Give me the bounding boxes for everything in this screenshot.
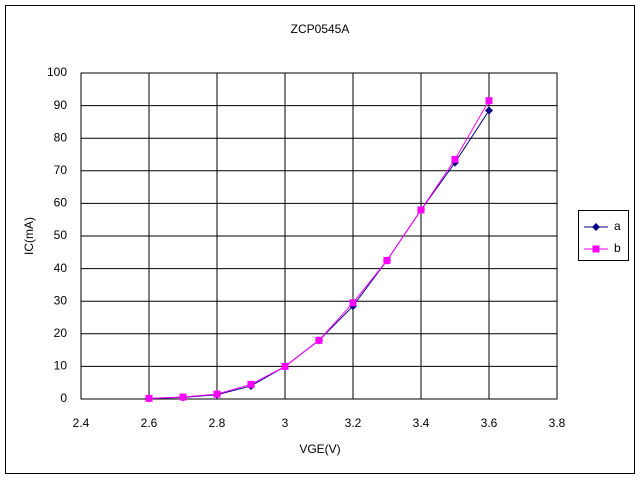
data-point: [281, 362, 289, 370]
data-point: [213, 390, 221, 398]
x-tick-label: 3.4: [413, 416, 430, 430]
data-point: [179, 393, 187, 401]
y-tick-label: 0: [60, 391, 67, 405]
y-tick-label: 20: [54, 326, 68, 340]
y-tick-label: 90: [54, 98, 68, 112]
x-tick-label: 3.6: [481, 416, 498, 430]
legend-box: [578, 210, 629, 261]
y-tick-label: 50: [54, 228, 68, 242]
data-point: [349, 299, 357, 307]
x-tick-label: 3: [282, 416, 289, 430]
data-point: [315, 336, 323, 344]
legend-label: b: [614, 241, 621, 255]
data-point: [485, 97, 493, 105]
data-point: [247, 380, 255, 388]
y-tick-label: 30: [54, 293, 68, 307]
y-tick-label: 60: [54, 196, 68, 210]
y-tick-label: 100: [47, 65, 67, 79]
x-tick-label: 2.4: [73, 416, 90, 430]
data-point: [417, 206, 425, 214]
y-tick-label: 10: [54, 359, 68, 373]
x-tick-label: 2.8: [209, 416, 226, 430]
legend-marker: [592, 223, 600, 231]
y-tick-label: 80: [54, 130, 68, 144]
data-point: [383, 256, 391, 264]
data-point: [145, 394, 153, 402]
legend-label: a: [614, 219, 621, 233]
x-tick-label: 3.2: [345, 416, 362, 430]
y-tick-label: 70: [54, 163, 68, 177]
x-tick-label: 3.8: [549, 416, 566, 430]
x-axis-label: VGE(V): [299, 442, 340, 456]
y-axis-label: IC(mA): [22, 217, 36, 255]
chart-title: ZCP0545A: [291, 22, 350, 36]
data-point: [485, 106, 493, 115]
data-point: [451, 155, 459, 163]
y-tick-label: 40: [54, 261, 68, 275]
x-tick-label: 2.6: [141, 416, 158, 430]
legend-marker: [592, 245, 600, 253]
